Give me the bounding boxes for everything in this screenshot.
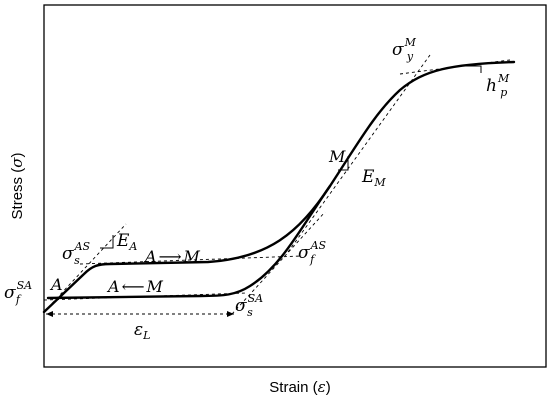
plot-frame <box>43 4 547 368</box>
martensite-slope-dash <box>287 54 431 253</box>
h-p-M-label: hM p <box>486 72 510 99</box>
E-A-label: EA <box>116 231 137 253</box>
epsilon-L-left-arrowhead <box>46 311 53 317</box>
x-axis-title: Strain (ε) <box>269 378 330 396</box>
sigma-s-AS-label: σAS s <box>62 240 91 267</box>
epsilon-L-right-arrowhead <box>227 311 234 317</box>
unloading-curve <box>46 184 332 300</box>
E-M-label: EM <box>361 167 386 189</box>
loading-curve <box>42 60 516 314</box>
sigma-y-M-label: σM y <box>392 36 417 63</box>
reverse-transformation-label: A ⟵ M <box>106 277 164 296</box>
reverse-unload-dash <box>231 211 326 315</box>
forward-transformation-label: A ⟶ M <box>143 247 201 266</box>
epsilon-L-label: εL <box>134 320 150 342</box>
sigma-f-AS-label: σAS f <box>298 239 327 266</box>
M-label: M <box>328 147 346 166</box>
lower-plateau-dash <box>43 292 247 301</box>
sigma-s-SA-label: σSA s <box>235 292 263 319</box>
h-p-M-slope-triangle <box>465 65 482 73</box>
y-axis-title: Stress (σ) <box>8 153 26 220</box>
sigma-f-SA-label: σSA f <box>4 279 32 306</box>
E-A-slope-triangle <box>100 235 114 249</box>
A-label: A <box>49 275 63 294</box>
